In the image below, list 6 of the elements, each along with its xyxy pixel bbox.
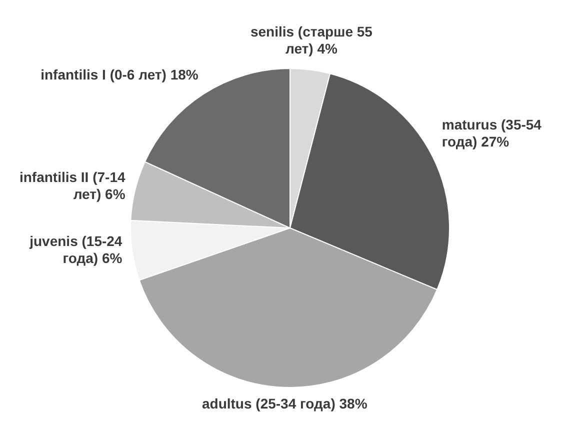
slice-label: senilis (старше 55 лет) 4% bbox=[250, 24, 373, 57]
slice-label: adultus (25-34 года) 38% bbox=[202, 395, 368, 412]
slice-label: infantilis I (0-6 лет) 18% bbox=[40, 66, 199, 82]
slice-label: maturus (35-54 года) 27% bbox=[442, 116, 542, 150]
slice-label: infantilis II (7-14 лет) 6% bbox=[19, 168, 126, 202]
slice-label: juvenis (15-24 года) 6% bbox=[28, 232, 123, 266]
